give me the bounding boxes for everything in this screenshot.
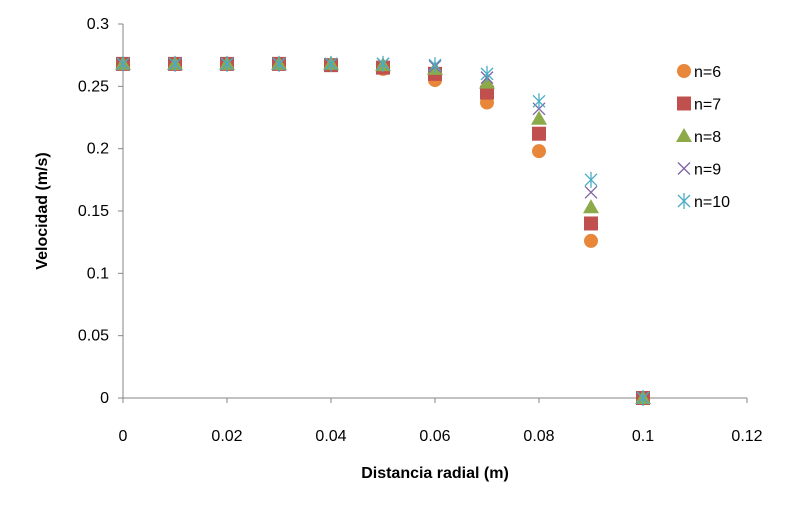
legend-label: n=7 — [694, 97, 721, 114]
data-markers — [115, 55, 651, 406]
data-point — [531, 110, 547, 125]
data-point — [532, 144, 546, 159]
x-tick-labels: 0 0.02 0.04 0.06 0.08 0.1 0.12 — [119, 428, 763, 445]
data-point — [168, 55, 182, 72]
legend-item: n=8 — [676, 128, 721, 146]
x-tick-label: 0.08 — [523, 428, 554, 445]
legend: n=6 n=7 n=8 n=9 n=10 — [676, 64, 730, 211]
legend-marker — [677, 64, 691, 78]
legend-item: n=6 — [677, 64, 721, 81]
data-point — [584, 216, 598, 231]
data-point — [584, 233, 598, 248]
legend-marker — [677, 96, 691, 111]
y-tick-labels: 0 0.05 0.1 0.15 0.2 0.25 0.3 — [78, 16, 109, 407]
data-point — [532, 93, 546, 110]
legend-label: n=9 — [694, 162, 721, 179]
data-point — [584, 171, 598, 188]
x-tick-label: 0.12 — [731, 428, 762, 445]
series-n-9 — [116, 57, 650, 405]
data-point — [220, 55, 234, 72]
x-tick-label: 0.1 — [632, 428, 654, 445]
y-tick-label: 0.15 — [78, 203, 109, 220]
data-point — [116, 55, 130, 72]
data-point — [583, 199, 599, 214]
data-point — [272, 55, 286, 72]
x-axis-title: Distancia radial (m) — [361, 465, 509, 482]
legend-label: n=8 — [694, 129, 721, 146]
x-tick-label: 0.04 — [315, 428, 346, 445]
y-tick-label: 0.05 — [78, 328, 109, 345]
x-tick-label: 0.02 — [211, 428, 242, 445]
data-point — [480, 65, 494, 82]
legend-item: n=7 — [677, 96, 721, 114]
x-tick-label: 0.06 — [419, 428, 450, 445]
y-tick-label: 0.3 — [87, 16, 109, 33]
legend-marker — [676, 128, 692, 142]
data-point — [532, 126, 546, 141]
legend-label: n=10 — [694, 194, 730, 211]
data-point — [480, 85, 494, 100]
legend-marker — [677, 193, 691, 209]
y-tick-label: 0.1 — [87, 265, 109, 282]
data-point — [324, 55, 338, 72]
y-tick-label: 0 — [100, 390, 109, 407]
legend-item: n=9 — [677, 162, 721, 179]
legend-marker — [677, 162, 691, 175]
data-point — [636, 390, 650, 406]
legend-label: n=6 — [694, 64, 721, 81]
data-point — [376, 55, 390, 72]
y-tick-label: 0.2 — [87, 141, 109, 158]
series-n-10 — [116, 55, 650, 406]
series-n-6 — [116, 56, 650, 405]
y-axis-title: Velocidad (m/s) — [34, 152, 51, 269]
data-point — [584, 185, 598, 199]
x-tick-label: 0 — [119, 428, 128, 445]
series-n-8 — [115, 55, 651, 404]
y-tick-label: 0.25 — [78, 78, 109, 95]
legend-item: n=10 — [677, 193, 730, 211]
data-point — [428, 57, 442, 74]
series-n-7 — [116, 56, 650, 405]
